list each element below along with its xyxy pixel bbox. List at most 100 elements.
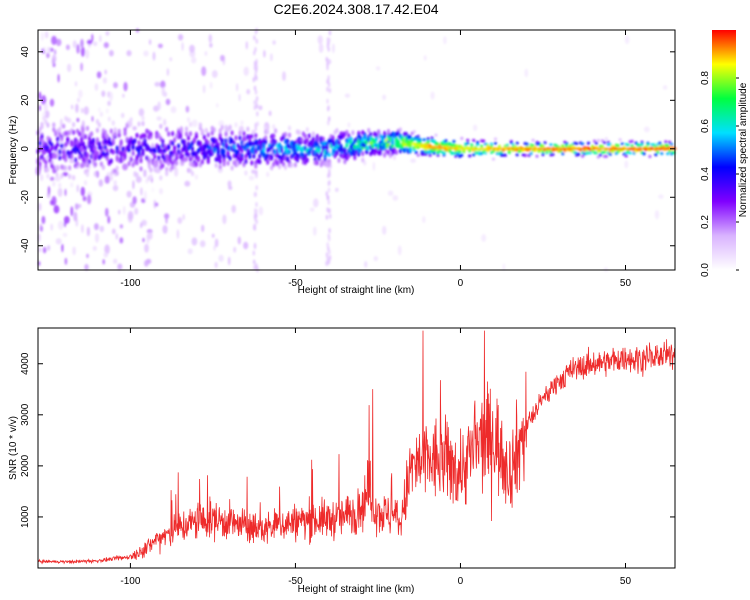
spectrogram-cell [361, 157, 365, 163]
spectrogram-cell [153, 199, 156, 209]
spectrogram-cell [572, 147, 574, 150]
snr-panel: 1000 2000 3000 4000 -100 -50 0 50 Height of st… [8, 327, 676, 595]
spectrogram-cell [665, 147, 667, 150]
spectrogram-cell [364, 261, 368, 268]
spectrogram-cell [111, 149, 115, 155]
spectrogram-cell [209, 81, 213, 89]
spectrogram-cell [160, 80, 166, 89]
spectrogram-cell [513, 147, 515, 150]
spectrogram-cell [72, 122, 76, 128]
spectrogram-cell [353, 155, 357, 161]
spectrogram-cell [46, 155, 49, 161]
spectrogram-cell [244, 158, 248, 165]
spectrogram-cell [62, 123, 66, 129]
spectrogram-cell [258, 159, 262, 165]
spectrogram-cell [344, 93, 350, 98]
spectrogram-cell [255, 169, 258, 175]
spectrogram-cell [442, 151, 446, 155]
spectrogram-cell [305, 137, 309, 144]
spectrogram-cell [448, 146, 451, 150]
spectrogram-cell [127, 161, 131, 167]
spectrogram-cell [328, 88, 332, 94]
spectrogram-cell [541, 152, 545, 157]
spectrogram-cell [592, 139, 597, 143]
spectrogram-cell [590, 147, 592, 150]
spectrogram-cell [152, 51, 156, 61]
spectrogram-cell [577, 152, 581, 156]
spectrogram-cell [571, 147, 573, 150]
spectrogram-cell [226, 160, 230, 166]
spectrogram-image [35, 27, 677, 273]
spectrogram-cell [337, 140, 341, 146]
snr-y-axis-label: SNR (10 * v/v) [8, 416, 19, 480]
spectrogram-cell [317, 155, 321, 161]
spectrogram-cell [508, 147, 510, 150]
snr-y-tick-label: 3000 [20, 403, 31, 426]
spectrogram-cell [258, 153, 262, 159]
spectrogram-cell [104, 244, 110, 255]
spectrogram-cell [491, 149, 496, 153]
spectrogram-cell [159, 123, 163, 129]
spectrogram-cell [435, 145, 437, 149]
spectrogram-cell [253, 259, 256, 265]
spectrogram-cell [383, 134, 387, 140]
spectrogram-cell [218, 120, 225, 127]
spectrogram-cell [414, 143, 416, 146]
spectrogram-cell [97, 122, 101, 128]
spectrogram-cell [209, 42, 213, 48]
spectrogram-cell [658, 141, 662, 145]
spectrogram-cell [635, 147, 637, 150]
spectrogram-cell [551, 147, 553, 150]
spectrogram-cell [518, 147, 520, 150]
spectrogram-cell [240, 140, 244, 146]
spectrogram-cell [38, 140, 42, 146]
spectrogram-cell [68, 165, 72, 171]
spectrogram-cell [574, 147, 576, 150]
spectrogram-cell [434, 145, 436, 148]
snr-x-tick-label: -100 [120, 576, 140, 587]
spectrogram-cell [240, 156, 244, 162]
spectrogram-cell [86, 226, 90, 237]
spectrogram-cell [328, 228, 331, 233]
spectrogram-cell [101, 164, 105, 170]
spectrogram-y-tick-label: 20 [20, 94, 31, 106]
spectrogram-cell [386, 128, 391, 135]
spectrogram-cell [556, 147, 558, 150]
spectrogram-x-axis-label: Height of straight line (km) [298, 285, 415, 296]
spectrogram-cell [178, 34, 184, 41]
snr-y-tick-label: 2000 [20, 454, 31, 477]
spectrogram-cell [154, 81, 161, 87]
spectrogram-cell [56, 136, 60, 142]
spectrogram-cell [238, 130, 242, 136]
spectrogram-cell [149, 131, 153, 137]
spectrogram-cell [561, 147, 563, 150]
spectrogram-cell [505, 147, 507, 150]
spectrogram-cell [266, 171, 270, 177]
spectrogram-cell [105, 108, 109, 114]
spectrogram-cell [194, 133, 198, 139]
spectrogram-cell [60, 118, 63, 129]
spectrogram-cell [58, 126, 62, 133]
spectrogram-cell [177, 143, 181, 149]
spectrogram-cell [264, 139, 268, 145]
spectrogram-cell [434, 133, 438, 137]
spectrogram-cell [163, 120, 167, 126]
spectrogram-cell [311, 131, 315, 137]
spectrogram-cell [415, 143, 418, 146]
spectrogram-cell [576, 147, 578, 150]
spectrogram-cell [60, 143, 64, 149]
spectrogram-cell [600, 144, 605, 148]
spectrogram-cell [491, 157, 496, 161]
spectrogram-cell [347, 122, 351, 128]
spectrogram-y-axis-label: Frequency (Hz) [8, 116, 19, 185]
spectrogram-cell [93, 145, 97, 151]
spectrogram-cell [139, 158, 143, 164]
spectrogram-cell [450, 146, 452, 150]
spectrogram-cell [586, 141, 591, 145]
spectrogram-cell [255, 99, 258, 105]
spectrogram-cell [248, 153, 252, 160]
spectrogram-cell [326, 98, 329, 104]
spectrogram-cell [337, 157, 341, 163]
spectrogram-cell [127, 210, 134, 221]
spectrogram-cell [626, 143, 630, 147]
